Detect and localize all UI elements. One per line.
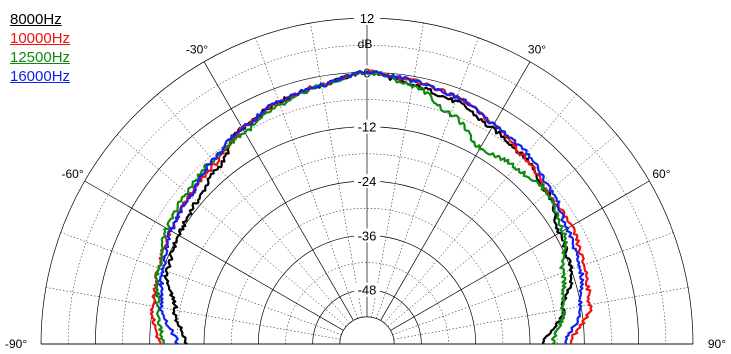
radial-tick-label: 12 bbox=[360, 11, 374, 26]
radial-label-background bbox=[354, 11, 380, 25]
grid-spoke-minor bbox=[387, 134, 617, 327]
series-curves bbox=[149, 69, 593, 345]
radial-label-background bbox=[354, 119, 380, 134]
grid-spoke-minor bbox=[392, 232, 674, 335]
grid-spoke-minor bbox=[376, 37, 479, 319]
radial-label-background bbox=[354, 282, 380, 297]
legend-entry: 8000Hz bbox=[10, 11, 62, 28]
series-line-16000Hz bbox=[158, 69, 585, 345]
grid-spoke-minor bbox=[310, 22, 363, 318]
grid-spoke-minor bbox=[371, 22, 424, 318]
series-line-10000Hz bbox=[149, 69, 593, 345]
grid-spoke-major bbox=[203, 61, 354, 321]
grid-spoke-minor bbox=[393, 287, 689, 340]
grid-ring-minor bbox=[230, 207, 504, 345]
grid-spoke-major bbox=[390, 180, 650, 331]
grid-spoke-minor bbox=[45, 287, 341, 340]
angle-tick-label: 60° bbox=[652, 167, 670, 181]
legend-entry: 12500Hz bbox=[10, 49, 71, 66]
radial-tick-label: -36 bbox=[358, 228, 377, 243]
grid-spoke-major bbox=[84, 180, 344, 331]
grid-spoke-minor bbox=[60, 232, 342, 335]
grid-spoke-minor bbox=[384, 94, 577, 324]
radial-tick-label: -24 bbox=[358, 174, 377, 189]
legend-entry: 16000Hz bbox=[10, 68, 71, 85]
angle-tick-label: 90° bbox=[708, 337, 726, 351]
radial-tick-label: -48 bbox=[358, 283, 377, 298]
grid-spoke-minor bbox=[255, 37, 358, 319]
grid-spoke-minor bbox=[157, 94, 350, 324]
grid-spoke-major bbox=[380, 61, 531, 321]
angle-tick-label: 30° bbox=[528, 43, 546, 57]
grid-ring-minor bbox=[285, 262, 449, 345]
angle-tick-label: -30° bbox=[186, 43, 208, 57]
radial-label-background bbox=[354, 174, 380, 188]
legend-entry: 10000Hz bbox=[10, 30, 71, 47]
angle-tick-label: -90° bbox=[5, 337, 27, 351]
angle-tick-label: -60° bbox=[61, 167, 83, 181]
grid-ring-minor bbox=[122, 99, 612, 345]
grid-spoke-minor bbox=[117, 134, 347, 327]
radial-unit-label: dB bbox=[358, 37, 373, 51]
angle-tick-labels: -90° -60° -30° 30° 60° 90° bbox=[5, 43, 726, 351]
radial-tick-label: -12 bbox=[358, 120, 377, 135]
radial-label-background bbox=[354, 228, 380, 243]
series-line-12500Hz bbox=[154, 70, 568, 345]
legend: 8000Hz 10000Hz 12500Hz 16000Hz bbox=[10, 10, 70, 86]
center-cap bbox=[339, 316, 395, 345]
